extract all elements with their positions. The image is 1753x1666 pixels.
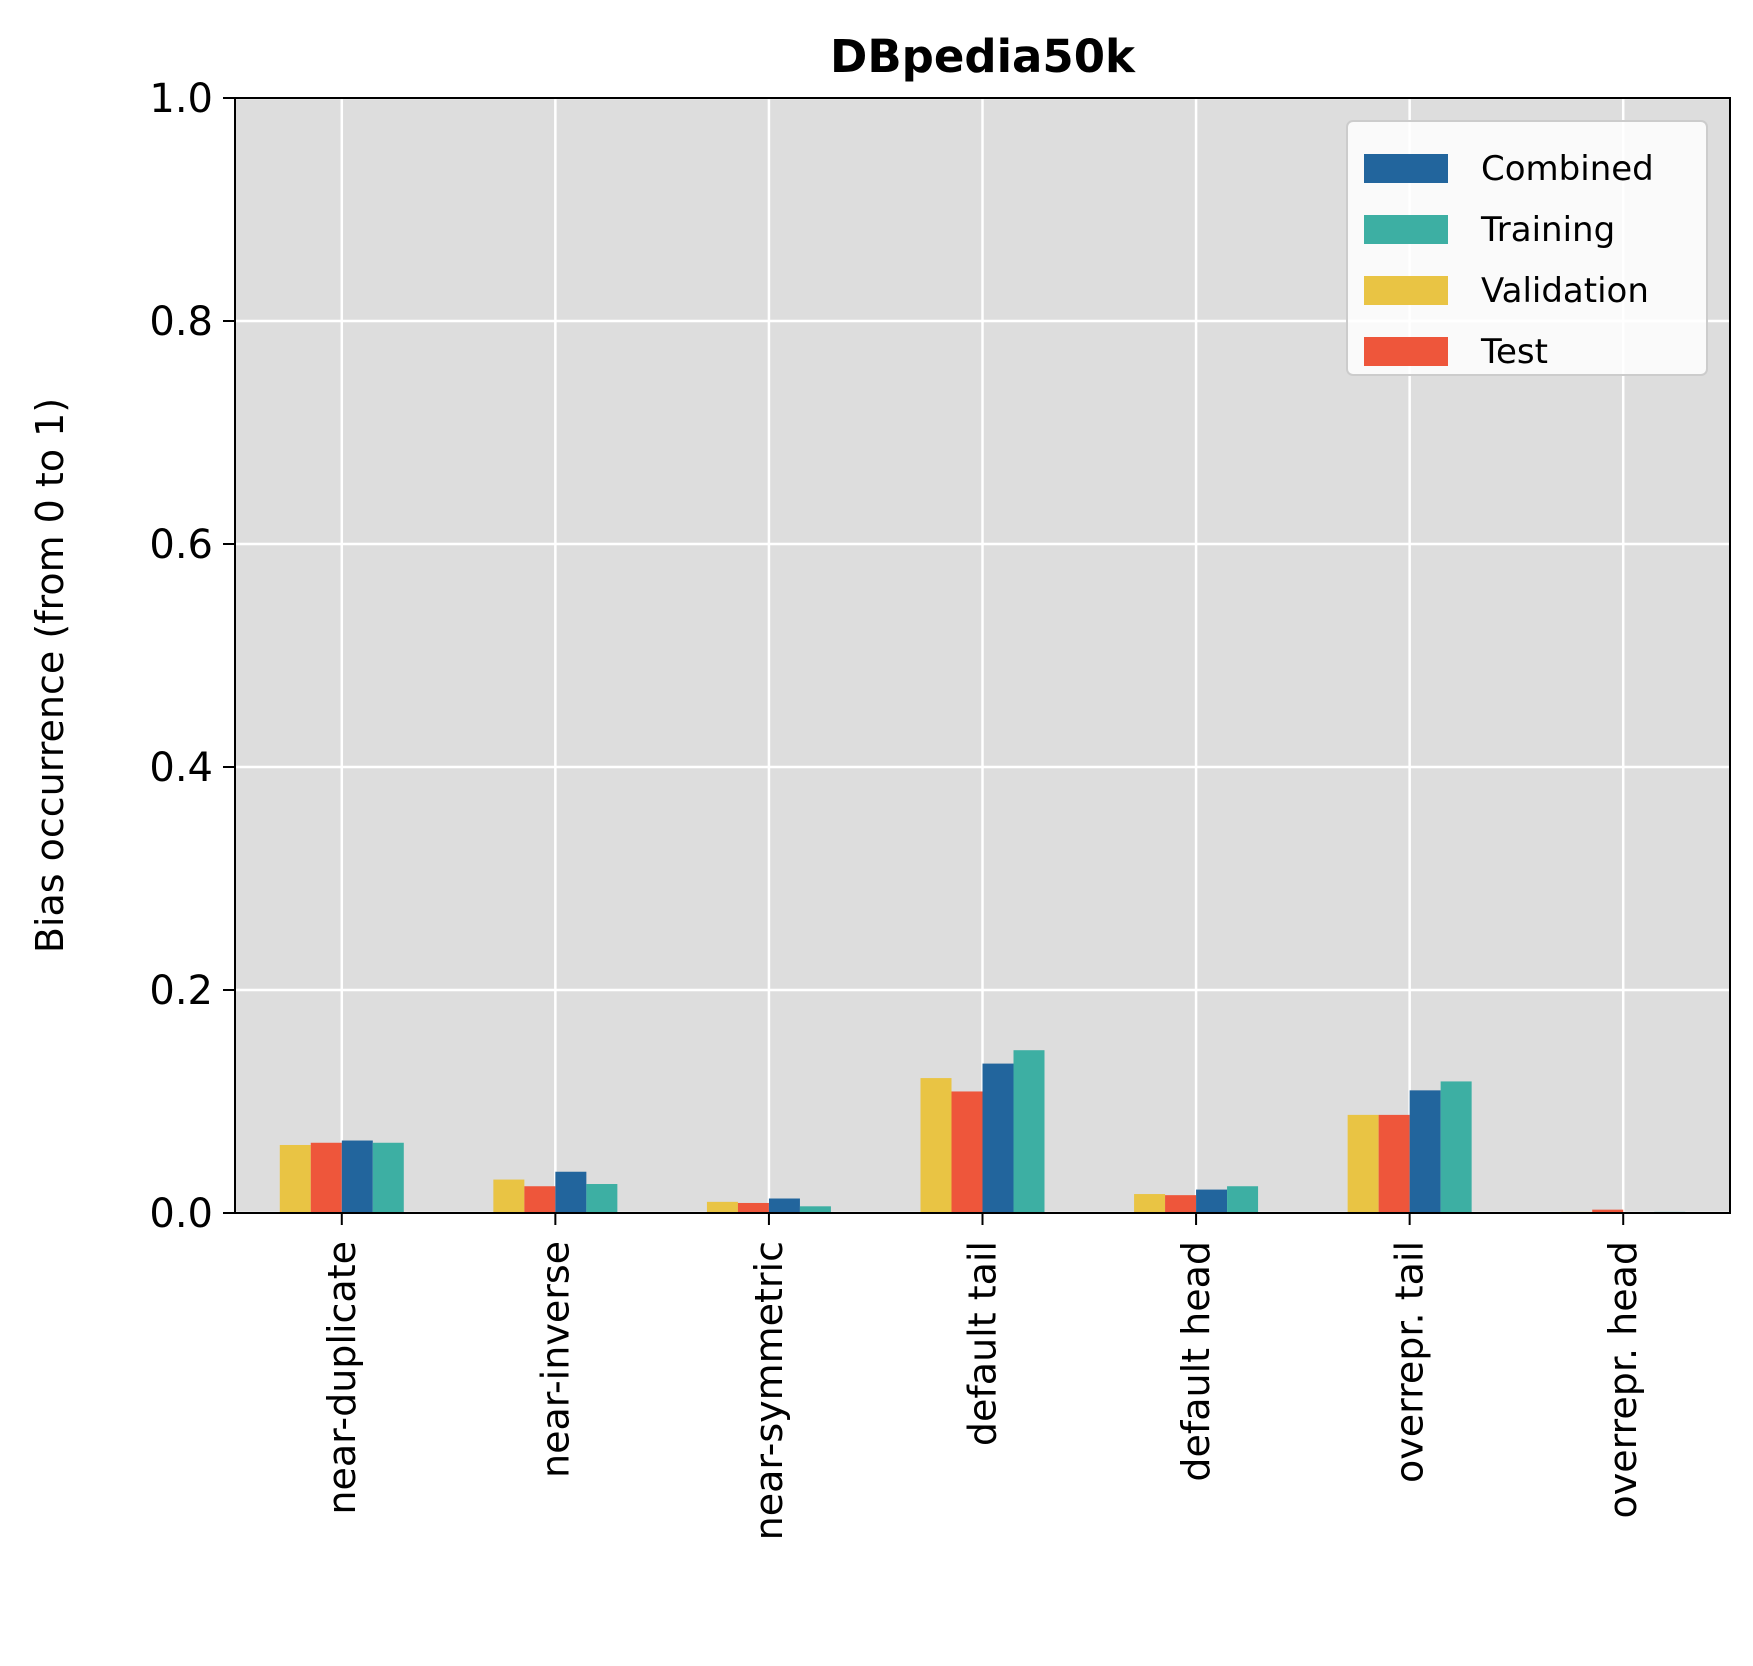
bar-test-5 (1378, 1114, 1410, 1213)
legend-swatch-combined (1364, 154, 1448, 183)
bar-test-6 (1592, 1209, 1624, 1213)
bar-combined-3 (982, 1063, 1014, 1213)
bar-test-2 (737, 1202, 769, 1213)
bar-training-3 (1013, 1050, 1045, 1213)
bar-training-0 (372, 1142, 404, 1213)
legend-label-validation: Validation (1481, 271, 1649, 311)
y-tick-label: 0.8 (149, 299, 213, 345)
y-axis-label: Bias occurrence (from 0 to 1) (28, 398, 72, 953)
bars (279, 1050, 1686, 1213)
x-tick-label: overrepr. tail (1388, 1241, 1432, 1483)
x-tick-label: default tail (961, 1241, 1005, 1446)
y-tick-label: 0.2 (149, 968, 213, 1014)
x-tick-label: near-inverse (533, 1241, 577, 1478)
bar-combined-1 (555, 1171, 587, 1213)
bar-combined-4 (1196, 1189, 1228, 1213)
bar-training-2 (799, 1206, 831, 1213)
bar-test-3 (951, 1091, 983, 1213)
legend-label-training: Training (1480, 210, 1615, 250)
y-tick-label: 0.6 (149, 522, 213, 568)
y-tick-label: 1.0 (149, 76, 213, 122)
bar-test-1 (524, 1186, 556, 1213)
x-tick-label: near-duplicate (320, 1241, 364, 1515)
bar-training-4 (1227, 1186, 1259, 1213)
legend-label-combined: Combined (1481, 149, 1654, 189)
legend-swatch-validation (1364, 276, 1448, 305)
bar-test-0 (310, 1142, 342, 1213)
bar-validation-3 (920, 1078, 952, 1213)
bar-training-1 (586, 1184, 618, 1213)
y-tick-label: 0.4 (149, 745, 213, 791)
legend-swatch-training (1364, 215, 1448, 244)
x-tick-label: default head (1174, 1241, 1218, 1482)
bar-validation-5 (1347, 1114, 1379, 1213)
bar-validation-1 (493, 1179, 525, 1213)
bar-validation-0 (279, 1144, 311, 1213)
bar-validation-2 (706, 1201, 738, 1213)
legend-label-test: Test (1480, 332, 1548, 372)
axes: 0.0 0.2 0.4 0.6 0.8 1.0 near-duplicate near-inv… (149, 76, 1645, 1540)
bar-combined-2 (768, 1198, 800, 1213)
bar-training-5 (1440, 1081, 1472, 1213)
chart-title: DBpedia50k (830, 30, 1136, 83)
legend: Combined Training Validation Test (1346, 120, 1708, 376)
legend-box (1346, 120, 1708, 376)
bar-combined-0 (341, 1140, 373, 1213)
x-tick-label: overrepr. head (1601, 1241, 1645, 1519)
x-tick-label: near-symmetric (747, 1241, 791, 1540)
bar-validation-4 (1134, 1194, 1166, 1213)
y-tick-label: 0.0 (149, 1191, 213, 1237)
bar-test-4 (1165, 1195, 1197, 1213)
bar-combined-5 (1409, 1090, 1441, 1213)
grid-lines (235, 96, 1730, 1215)
legend-swatch-test (1364, 337, 1448, 366)
